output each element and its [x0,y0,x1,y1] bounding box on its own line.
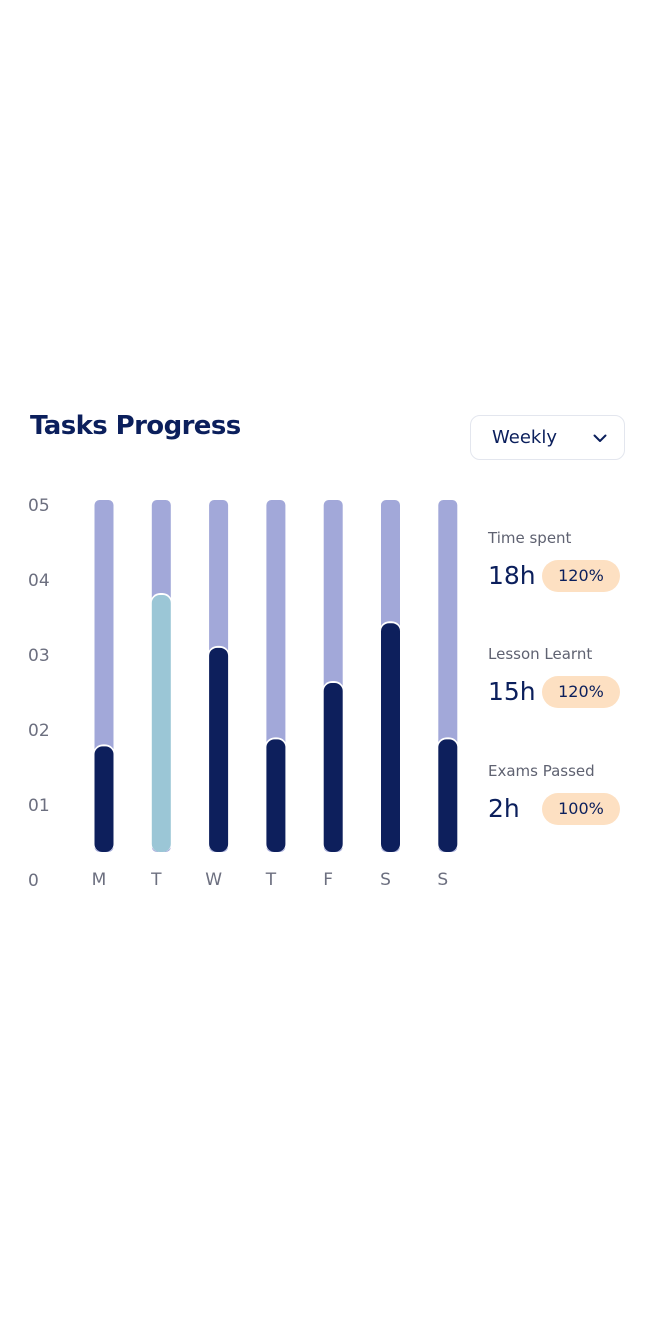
stat-value: 18h [488,561,536,590]
bar-fill[interactable] [323,683,343,852]
x-tick-label: F [323,870,333,890]
stat-lesson-learnt: Lesson Learnt 15h 120% [488,645,638,709]
y-tick-label: 02 [28,721,50,741]
bar-fill[interactable] [266,739,286,852]
stat-badge: 100% [542,793,620,825]
y-tick-label: 0 [28,871,39,891]
stat-label: Lesson Learnt [488,645,593,663]
x-tick-label: S [437,870,448,890]
y-tick-label: 03 [28,646,50,666]
bar-fill[interactable] [438,739,458,852]
tasks-progress-card: Tasks Progress Weekly 0 01 02 03 04 05 M T W T F S S… [0,395,653,915]
stat-label: Exams Passed [488,762,595,780]
stat-badge: 120% [542,676,620,708]
stat-value: 2h [488,794,520,823]
x-tick-label: M [92,870,107,890]
stat-badge: 120% [542,560,620,592]
y-tick-label: 01 [28,796,50,816]
x-tick-label: S [380,870,391,890]
period-dropdown[interactable]: Weekly [470,415,625,460]
bar-fill[interactable] [381,623,400,852]
stat-time-spent: Time spent 18h 120% [488,529,638,593]
y-tick-label: 05 [28,496,50,516]
stat-label: Time spent [488,529,572,547]
x-tick-label: T [265,870,277,890]
bar-fill[interactable] [94,746,114,852]
x-tick-label: T [150,870,162,890]
bar-fill[interactable] [151,595,171,852]
period-dropdown-label: Weekly [492,427,557,448]
y-tick-label: 04 [28,571,50,591]
stat-value: 15h [488,677,536,706]
tasks-bar-chart: 0 01 02 03 04 05 M T W T F S S [28,496,459,891]
x-tick-label: W [205,870,222,890]
chevron-down-icon [592,430,608,446]
bar-fill[interactable] [209,647,229,852]
page-title: Tasks Progress [30,411,241,441]
stat-exams-passed: Exams Passed 2h 100% [488,762,638,826]
